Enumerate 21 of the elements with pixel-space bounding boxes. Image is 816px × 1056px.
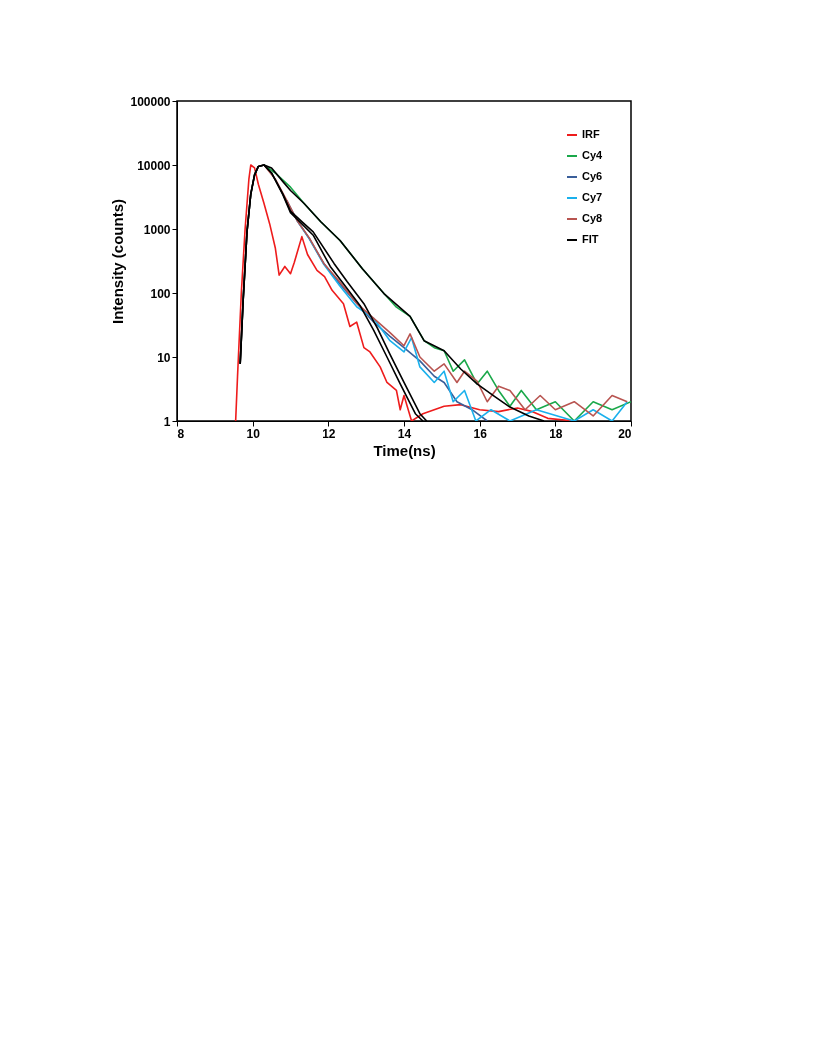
x-tick-label: 18 <box>549 426 563 441</box>
x-tick-label: 20 <box>618 426 632 441</box>
legend-label: IRF <box>582 128 600 140</box>
x-tick-label: 14 <box>397 426 412 441</box>
y-axis-title: Intensity (counts) <box>109 198 127 325</box>
legend-label: Cy7 <box>582 191 603 203</box>
y-tick-label: 1000 <box>143 222 171 237</box>
legend-label: Cy8 <box>582 212 603 224</box>
y-tick-label: 1 <box>163 414 171 429</box>
x-axis-title: Time(ns) <box>373 441 436 459</box>
y-tick-label: 10000 <box>137 158 171 173</box>
legend-label: Cy6 <box>582 170 603 182</box>
legend-label: Cy4 <box>582 149 604 161</box>
x-tick-label: 16 <box>473 426 488 441</box>
x-tick-label: 12 <box>322 426 336 441</box>
y-tick-label: 100000 <box>130 94 171 109</box>
x-tick-label: 8 <box>177 426 185 441</box>
legend-label: FIT <box>582 233 599 245</box>
x-tick-label: 10 <box>246 426 261 441</box>
y-tick-label: 100 <box>150 286 171 301</box>
y-tick-label: 10 <box>157 350 171 365</box>
